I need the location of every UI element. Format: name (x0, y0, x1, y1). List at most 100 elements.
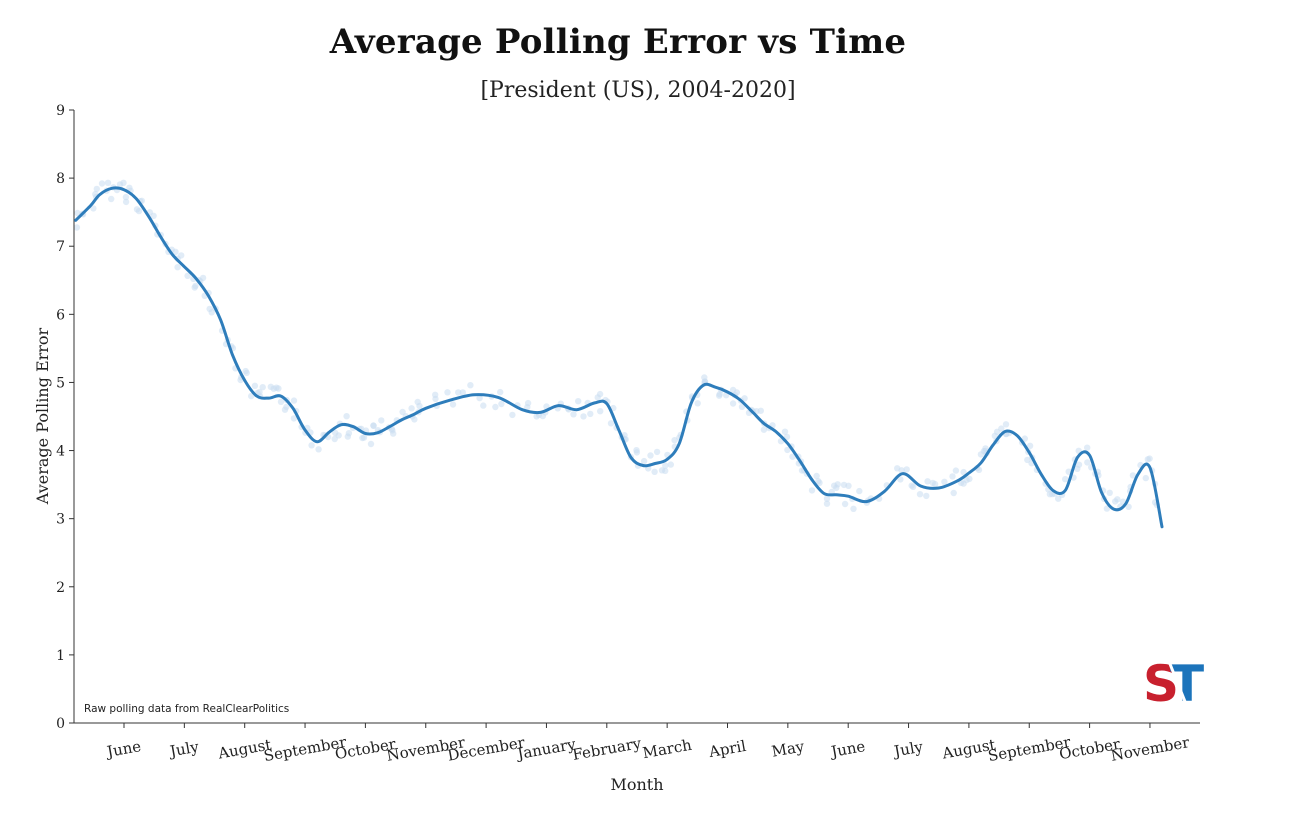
raw-poll-point (738, 403, 746, 410)
raw-poll-point (399, 408, 406, 416)
raw-poll-point (897, 476, 904, 483)
raw-poll-point (760, 426, 768, 433)
raw-poll-point (1021, 435, 1028, 442)
raw-poll-point (1002, 421, 1010, 428)
raw-poll-point (122, 193, 130, 201)
raw-poll-point (647, 452, 654, 459)
raw-poll-point (841, 500, 849, 508)
logo-slash (1168, 663, 1188, 705)
raw-poll-point (370, 422, 377, 429)
raw-poll-point (74, 209, 81, 217)
raw-poll-point (850, 505, 857, 512)
x-tick-label: July (167, 738, 201, 761)
raw-poll-point (524, 399, 532, 407)
scatter-layer (73, 179, 1161, 512)
raw-poll-point (580, 413, 587, 420)
raw-poll-point (480, 402, 487, 409)
raw-poll-point (73, 224, 81, 231)
raw-poll-point (594, 394, 601, 401)
raw-poll-point (1084, 444, 1091, 451)
raw-poll-point (1055, 495, 1062, 502)
raw-poll-point (533, 413, 540, 420)
y-tick-label: 4 (56, 444, 65, 460)
raw-poll-point (856, 487, 863, 495)
x-tick-label: May (770, 737, 806, 761)
raw-poll-point (93, 185, 101, 193)
raw-poll-point (492, 403, 499, 411)
raw-poll-point (783, 433, 791, 441)
y-tick-label: 1 (56, 648, 65, 664)
raw-poll-point (116, 181, 124, 188)
raw-poll-point (335, 432, 342, 439)
chart-subtitle: [President (US), 2004-2020] (480, 78, 796, 103)
raw-poll-point (277, 398, 285, 405)
raw-poll-point (345, 430, 353, 437)
raw-poll-point (949, 473, 956, 480)
x-tick-label: November (1109, 733, 1191, 765)
raw-poll-point (315, 446, 322, 453)
raw-poll-point (259, 384, 266, 391)
raw-poll-point (903, 466, 910, 473)
raw-poll-point (1106, 489, 1113, 496)
raw-poll-point (509, 411, 516, 419)
y-tick-label: 0 (56, 716, 65, 732)
raw-poll-point (1142, 474, 1150, 482)
raw-poll-point (1129, 472, 1137, 479)
raw-poll-point (667, 461, 674, 468)
raw-poll-point (122, 198, 130, 206)
raw-poll-point (633, 447, 640, 454)
raw-poll-point (459, 389, 466, 396)
raw-poll-point (823, 500, 831, 507)
raw-poll-point (432, 391, 439, 398)
raw-poll-point (653, 448, 661, 456)
raw-poll-point (1062, 476, 1069, 483)
x-tick-label: April (707, 737, 748, 761)
raw-poll-point (998, 425, 1005, 432)
raw-poll-point (1112, 498, 1119, 505)
raw-poll-point (816, 479, 823, 486)
raw-poll-point (781, 428, 789, 435)
raw-poll-point (1125, 503, 1132, 510)
raw-poll-point (172, 248, 179, 255)
raw-poll-point (184, 272, 191, 279)
raw-poll-point (498, 400, 505, 408)
raw-poll-point (950, 489, 957, 497)
y-tick-label: 8 (56, 171, 65, 187)
raw-poll-point (931, 480, 939, 488)
raw-poll-point (941, 478, 948, 485)
y-tick-label: 3 (56, 512, 65, 528)
raw-poll-point (960, 468, 967, 476)
raw-poll-point (1144, 456, 1152, 463)
raw-poll-point (206, 305, 213, 313)
raw-poll-point (467, 382, 474, 389)
raw-poll-point (658, 467, 666, 474)
raw-poll-point (104, 179, 112, 186)
raw-poll-point (150, 212, 157, 219)
x-tick-label: March (641, 736, 693, 762)
y-axis-label: Average Polling Error (33, 327, 52, 505)
x-tick-label: June (104, 737, 143, 761)
raw-poll-point (587, 410, 594, 418)
raw-poll-point (966, 475, 973, 483)
chart-title: Average Polling Error vs Time (329, 22, 907, 62)
series-line (74, 186, 1164, 529)
raw-poll-point (729, 400, 737, 407)
raw-poll-point (378, 417, 385, 424)
raw-poll-point (476, 394, 483, 402)
raw-poll-point (789, 453, 796, 460)
raw-poll-point (281, 406, 289, 413)
raw-poll-point (716, 391, 723, 398)
raw-poll-point (662, 462, 669, 469)
logo-letter-s: S (1143, 655, 1179, 713)
raw-poll-point (270, 385, 277, 392)
raw-poll-point (1075, 461, 1083, 468)
raw-poll-point (290, 397, 298, 404)
raw-poll-point (290, 415, 298, 422)
raw-poll-point (174, 264, 181, 271)
raw-poll-point (597, 408, 604, 415)
raw-poll-point (651, 468, 658, 475)
raw-poll-point (924, 478, 931, 485)
raw-poll-point (90, 205, 97, 212)
